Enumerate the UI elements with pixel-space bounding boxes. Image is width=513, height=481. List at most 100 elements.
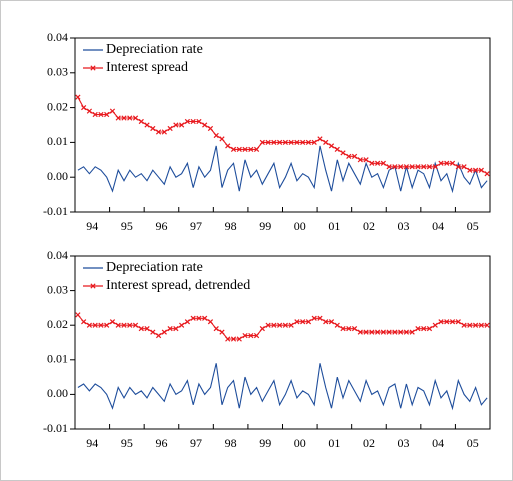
- series-line: [77, 363, 488, 411]
- marker: [403, 329, 410, 335]
- legend-label: Interest spread: [106, 60, 188, 75]
- marker: [472, 322, 479, 328]
- x-tick-label: 04: [432, 436, 444, 450]
- marker: [398, 164, 404, 170]
- marker: [276, 322, 283, 328]
- marker: [374, 160, 381, 166]
- x-tick-label: 00: [294, 219, 306, 233]
- marker: [81, 104, 87, 111]
- marker: [455, 164, 461, 170]
- marker: [248, 146, 254, 152]
- marker: [144, 122, 150, 128]
- y-tick-label: 0.01: [47, 134, 68, 148]
- marker: [432, 322, 438, 328]
- marker: [346, 326, 352, 332]
- marker: [230, 146, 237, 152]
- marker: [472, 167, 479, 173]
- series-line: [77, 314, 488, 340]
- marker: [415, 326, 421, 332]
- marker: [202, 315, 208, 321]
- x-tick-label: 03: [398, 436, 410, 450]
- marker: [207, 125, 214, 132]
- marker: [98, 111, 104, 118]
- marker: [300, 319, 306, 325]
- marker: [132, 115, 139, 121]
- marker: [323, 319, 329, 325]
- marker: [132, 322, 139, 328]
- marker: [421, 326, 427, 332]
- marker: [109, 108, 116, 114]
- marker: [184, 319, 191, 325]
- y-tick-label: 0.01: [47, 352, 68, 366]
- marker: [455, 319, 461, 325]
- marker: [155, 129, 162, 135]
- marker: [288, 322, 294, 328]
- marker: [386, 329, 392, 335]
- marker: [236, 336, 242, 342]
- marker: [374, 329, 381, 335]
- x-tick-label: 95: [121, 436, 133, 450]
- marker: [300, 139, 306, 146]
- marker: [259, 139, 265, 146]
- marker: [121, 115, 127, 121]
- marker: [219, 329, 225, 335]
- marker: [438, 319, 444, 325]
- marker: [127, 322, 133, 328]
- x-tick-label: 94: [86, 219, 98, 233]
- marker: [294, 319, 300, 325]
- marker: [265, 139, 271, 146]
- marker: [104, 322, 110, 328]
- marker: [363, 157, 369, 163]
- marker: [225, 336, 231, 342]
- marker: [461, 164, 467, 170]
- x-tick-label: 02: [363, 436, 375, 450]
- marker: [323, 139, 329, 146]
- legend-marker: [90, 283, 96, 289]
- marker: [380, 329, 386, 335]
- marker: [438, 160, 444, 166]
- marker: [167, 125, 173, 132]
- marker: [467, 322, 473, 328]
- marker: [81, 319, 87, 325]
- marker: [392, 329, 398, 335]
- marker: [449, 160, 456, 166]
- marker: [104, 111, 110, 118]
- marker: [351, 326, 358, 332]
- x-tick-label: 02: [363, 219, 375, 233]
- marker: [386, 164, 392, 170]
- marker: [392, 164, 398, 170]
- y-tick-label: 0.02: [47, 317, 68, 331]
- marker: [190, 315, 196, 321]
- marker: [150, 125, 156, 132]
- y-tick-label: 0.02: [47, 99, 68, 113]
- marker: [196, 118, 202, 125]
- marker: [288, 139, 294, 146]
- marker: [369, 160, 375, 166]
- marker: [144, 326, 150, 332]
- x-tick-label: 01: [328, 436, 340, 450]
- marker: [242, 332, 248, 339]
- marker: [426, 326, 433, 332]
- x-tick-label: 94: [86, 436, 98, 450]
- marker: [184, 118, 191, 125]
- x-tick-label: 01: [328, 219, 340, 233]
- x-tick-label: 05: [467, 219, 479, 233]
- marker: [294, 139, 300, 146]
- marker: [236, 146, 242, 152]
- marker: [432, 164, 438, 170]
- marker: [346, 153, 352, 159]
- marker: [403, 164, 410, 170]
- series-line: [77, 145, 488, 194]
- marker: [196, 315, 202, 321]
- marker: [409, 329, 415, 335]
- marker: [282, 139, 289, 146]
- x-tick-label: 98: [225, 219, 237, 233]
- marker: [127, 115, 133, 121]
- marker: [305, 139, 312, 146]
- y-tick-label: 0.03: [47, 65, 68, 79]
- marker: [426, 164, 433, 170]
- marker: [173, 326, 179, 332]
- marker: [121, 322, 127, 328]
- marker: [138, 326, 144, 332]
- x-tick-label: 99: [259, 219, 271, 233]
